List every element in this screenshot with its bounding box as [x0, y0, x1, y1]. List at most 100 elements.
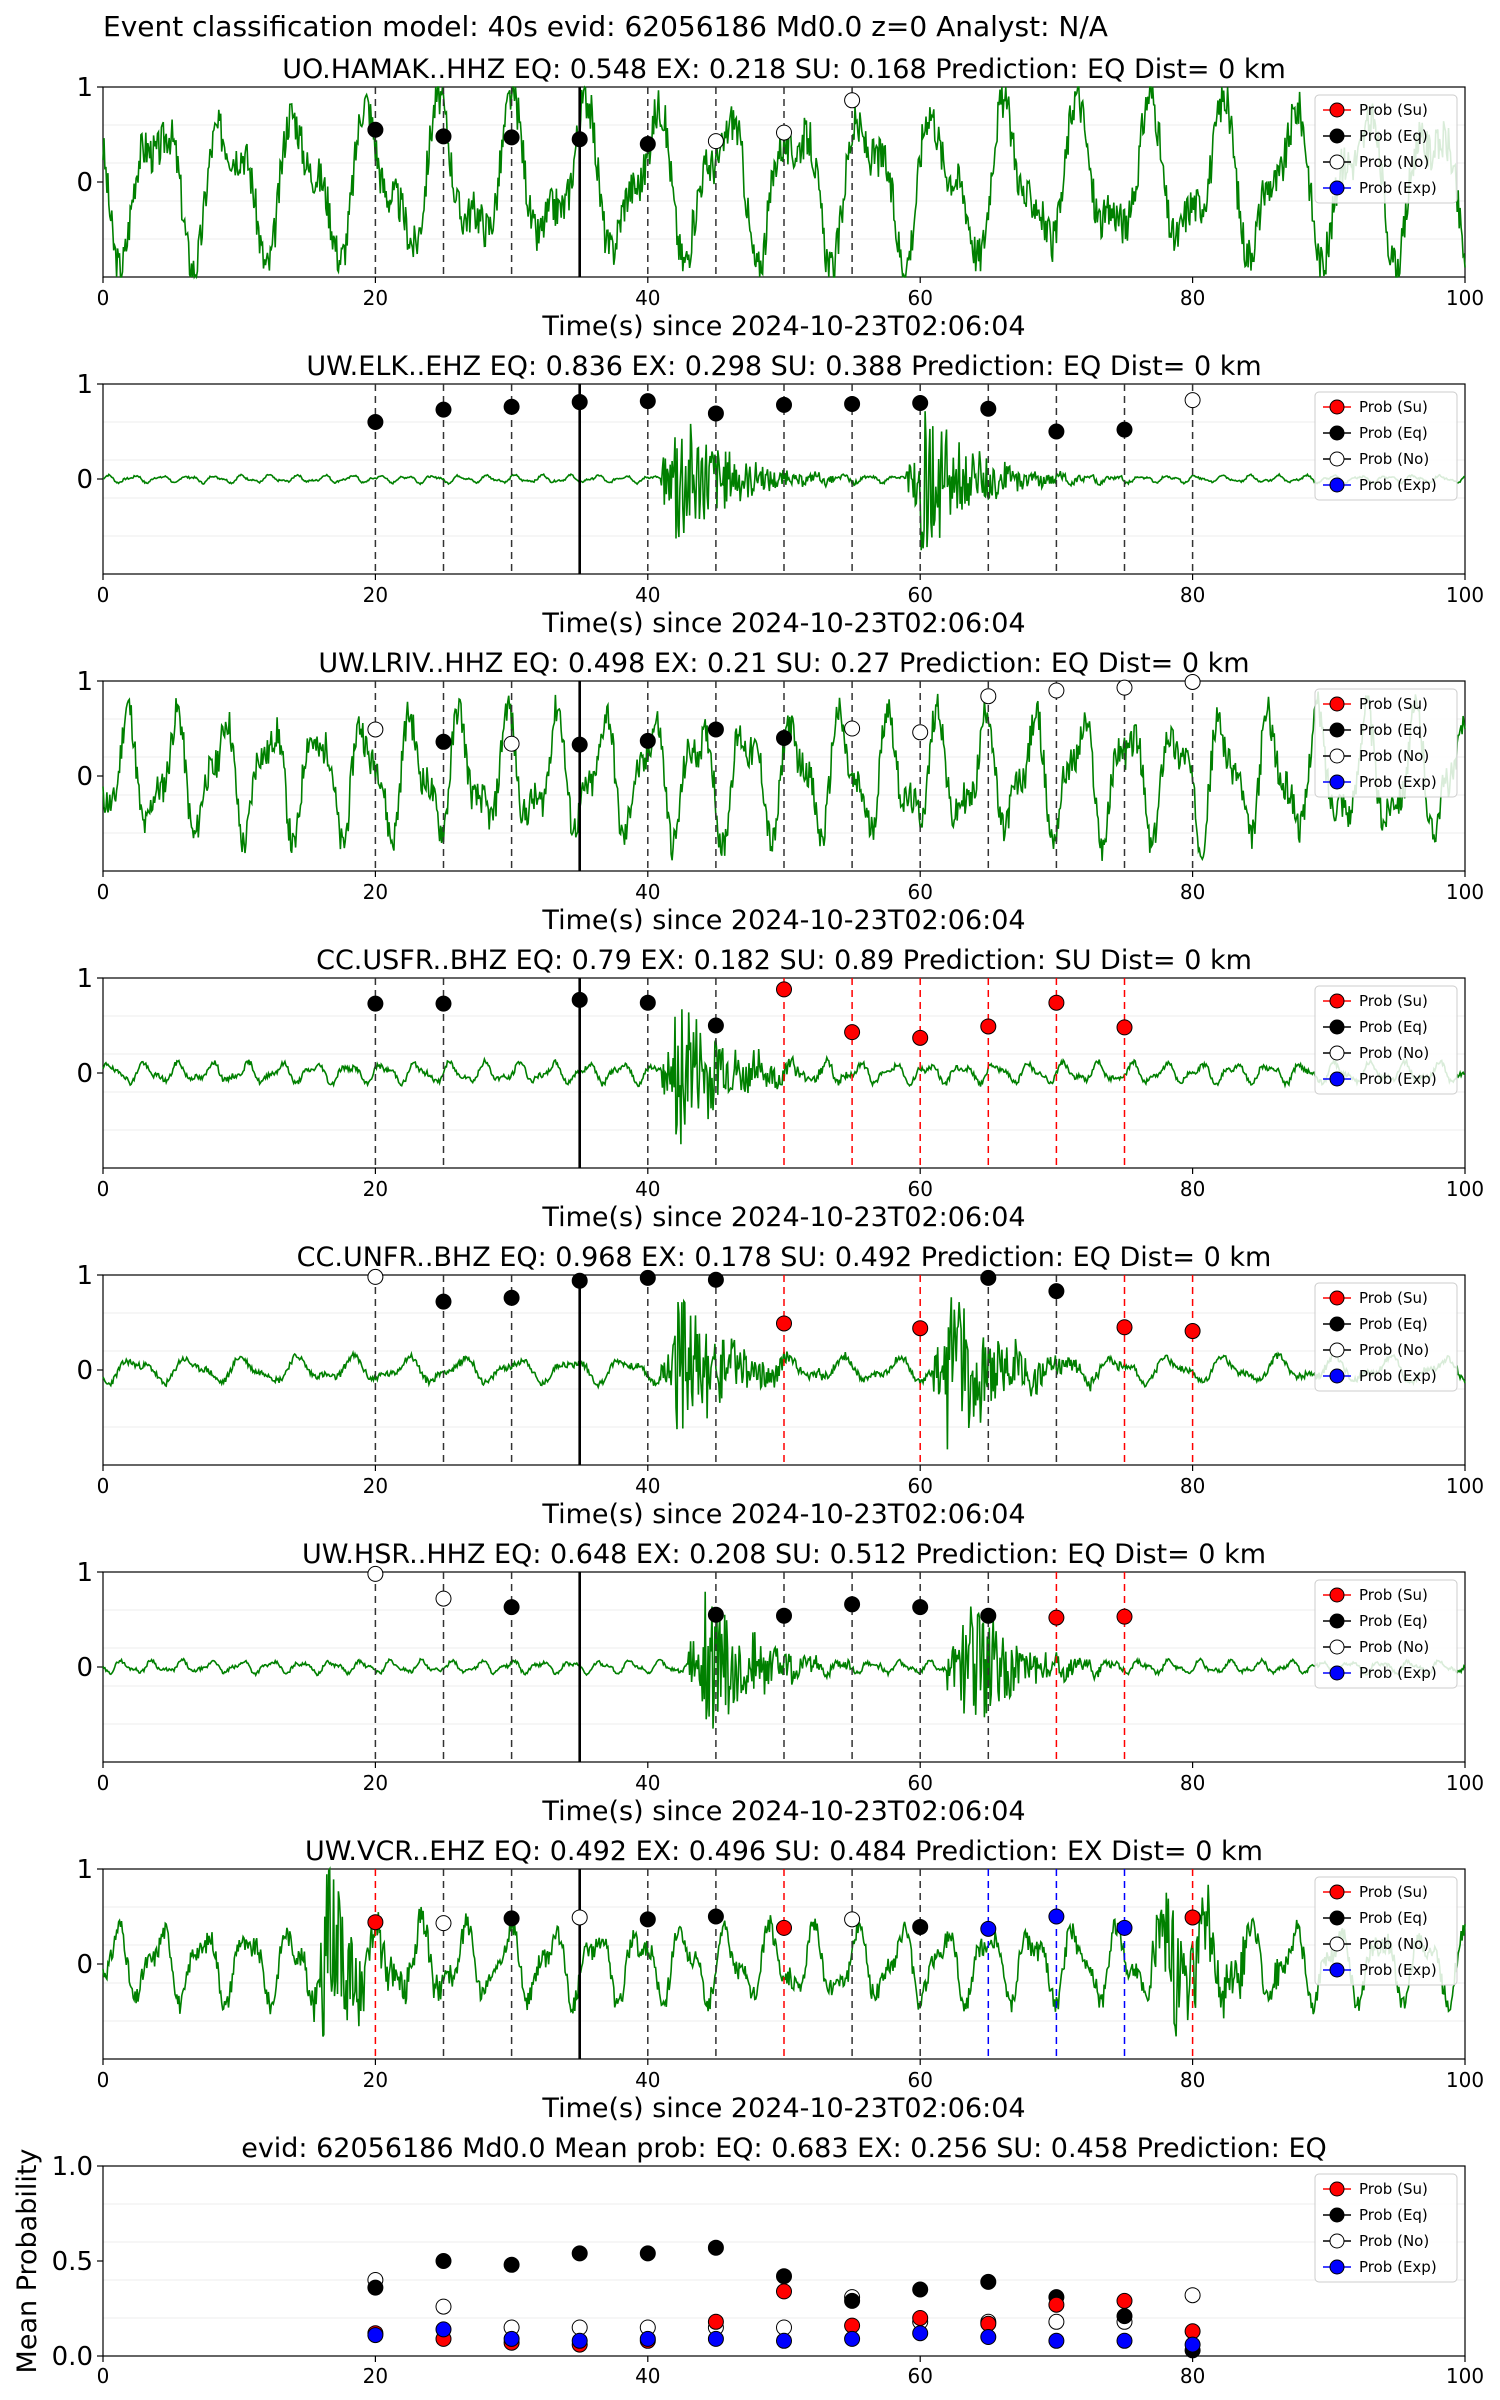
x-tick-label: 60 — [907, 1177, 932, 1201]
prob-marker — [503, 1289, 520, 1306]
legend-box — [1314, 688, 1458, 798]
legend-marker — [1329, 1045, 1345, 1061]
prob-marker — [1184, 392, 1201, 409]
legend-label: Prob (No) — [1359, 450, 1429, 468]
prob-marker — [707, 1908, 724, 1925]
prob-marker — [571, 131, 588, 148]
legend-marker — [1329, 399, 1345, 415]
mean-prob-marker — [707, 2239, 724, 2256]
mean-prob-marker — [639, 2330, 656, 2347]
x-tick-label: 0 — [97, 1177, 110, 1201]
x-tick-label: 20 — [363, 1771, 388, 1795]
prob-marker — [367, 995, 384, 1012]
mean-prob-marker — [1048, 2296, 1065, 2313]
prob-marker — [912, 1599, 929, 1616]
mean-prob-marker — [844, 2317, 861, 2334]
legend-label: Prob (Su) — [1359, 2180, 1428, 2198]
y-tick-label: 0.0 — [52, 2342, 93, 2372]
legend-marker — [1329, 1587, 1345, 1603]
legend-box — [1314, 1579, 1458, 1689]
station-panel: UW.HSR..HHZ EQ: 0.648 EX: 0.208 SU: 0.51… — [76, 1539, 1484, 1827]
x-tick-label: 60 — [907, 2068, 932, 2092]
mean-prob-marker — [435, 2298, 452, 2315]
x-tick-label: 20 — [363, 1474, 388, 1498]
y-tick-label: 1 — [76, 1855, 93, 1885]
legend-label: Prob (Eq) — [1359, 1018, 1428, 1036]
x-axis-label: Time(s) since 2024-10-23T02:06:04 — [541, 1499, 1025, 1530]
x-tick-label: 40 — [635, 1474, 660, 1498]
mean-prob-marker — [1184, 2287, 1201, 2304]
x-axis-label: Time(s) since 2024-10-23T02:06:04 — [541, 608, 1025, 639]
legend-label: Prob (Eq) — [1359, 424, 1428, 442]
prob-marker — [776, 396, 792, 413]
prob-marker — [503, 1910, 520, 1927]
prob-marker — [639, 994, 656, 1011]
x-tick-label: 20 — [363, 2364, 388, 2388]
x-tick-label: 100 — [1446, 2068, 1484, 2092]
x-tick-label: 40 — [635, 286, 660, 310]
x-tick-label: 100 — [1446, 583, 1484, 607]
x-tick-label: 0 — [97, 2068, 110, 2092]
prob-marker — [503, 735, 520, 752]
x-tick-label: 60 — [907, 880, 932, 904]
x-tick-label: 80 — [1180, 1771, 1205, 1795]
prob-marker — [1116, 1319, 1133, 1336]
y-tick-label: 1 — [76, 964, 93, 994]
prob-marker — [639, 1269, 656, 1286]
prob-marker — [980, 400, 997, 417]
legend-label: Prob (Su) — [1359, 1289, 1428, 1307]
prob-marker — [980, 1607, 997, 1624]
legend-marker — [1329, 2207, 1345, 2223]
x-tick-label: 80 — [1180, 1177, 1205, 1201]
prob-marker — [435, 733, 452, 750]
legend-label: Prob (Su) — [1359, 101, 1428, 119]
legend-marker — [1329, 748, 1345, 764]
x-tick-label: 60 — [907, 2364, 932, 2388]
legend-box — [1314, 1282, 1458, 1392]
x-tick-label: 0 — [97, 1474, 110, 1498]
prob-marker — [503, 398, 520, 415]
y-tick-label: 1 — [76, 73, 93, 103]
prob-marker — [1048, 682, 1065, 699]
legend-label: Prob (No) — [1359, 1935, 1429, 1953]
legend-label: Prob (Exp) — [1359, 1070, 1437, 1088]
mean-prob-marker — [776, 2283, 792, 2300]
prob-marker — [571, 394, 588, 411]
legend-label: Prob (Exp) — [1359, 476, 1437, 494]
x-tick-label: 80 — [1180, 286, 1205, 310]
x-tick-label: 0 — [97, 286, 110, 310]
mean-prob-marker — [844, 2292, 861, 2309]
legend-label: Prob (Exp) — [1359, 773, 1437, 791]
x-tick-label: 40 — [635, 2364, 660, 2388]
mean-prob-marker — [980, 2329, 997, 2345]
station-panel: CC.USFR..BHZ EQ: 0.79 EX: 0.182 SU: 0.89… — [76, 945, 1484, 1233]
prob-marker — [1116, 679, 1133, 696]
prob-marker — [707, 133, 724, 150]
prob-marker — [1184, 1323, 1201, 1340]
x-tick-label: 20 — [363, 880, 388, 904]
prob-marker — [571, 1909, 588, 1926]
mean-prob-marker — [707, 2330, 724, 2347]
waveform-trace — [102, 1009, 1465, 1145]
x-tick-label: 100 — [1446, 1177, 1484, 1201]
x-tick-label: 100 — [1446, 1474, 1484, 1498]
legend-marker — [1329, 128, 1345, 144]
legend-label: Prob (No) — [1359, 1044, 1429, 1062]
panel-title: evid: 62056186 Md0.0 Mean prob: EQ: 0.68… — [241, 2133, 1327, 2164]
mean-prob-marker — [776, 2268, 792, 2285]
mean-prob-marker — [571, 2332, 588, 2349]
panel-title: UW.LRIV..HHZ EQ: 0.498 EX: 0.21 SU: 0.27… — [318, 648, 1249, 679]
legend-label: Prob (Eq) — [1359, 1612, 1428, 1630]
mean-prob-marker — [1048, 2313, 1065, 2330]
x-tick-label: 40 — [635, 880, 660, 904]
waveform-trace — [102, 691, 1466, 862]
x-tick-label: 40 — [635, 583, 660, 607]
legend-marker — [1329, 1342, 1345, 1358]
x-tick-label: 60 — [907, 286, 932, 310]
prob-marker — [639, 1911, 656, 1928]
prob-marker — [435, 128, 452, 145]
prob-marker — [707, 721, 724, 738]
station-panel: UW.ELK..EHZ EQ: 0.836 EX: 0.298 SU: 0.38… — [76, 351, 1484, 639]
mean-prob-marker — [912, 2281, 929, 2298]
mean-prob-marker — [912, 2325, 929, 2342]
